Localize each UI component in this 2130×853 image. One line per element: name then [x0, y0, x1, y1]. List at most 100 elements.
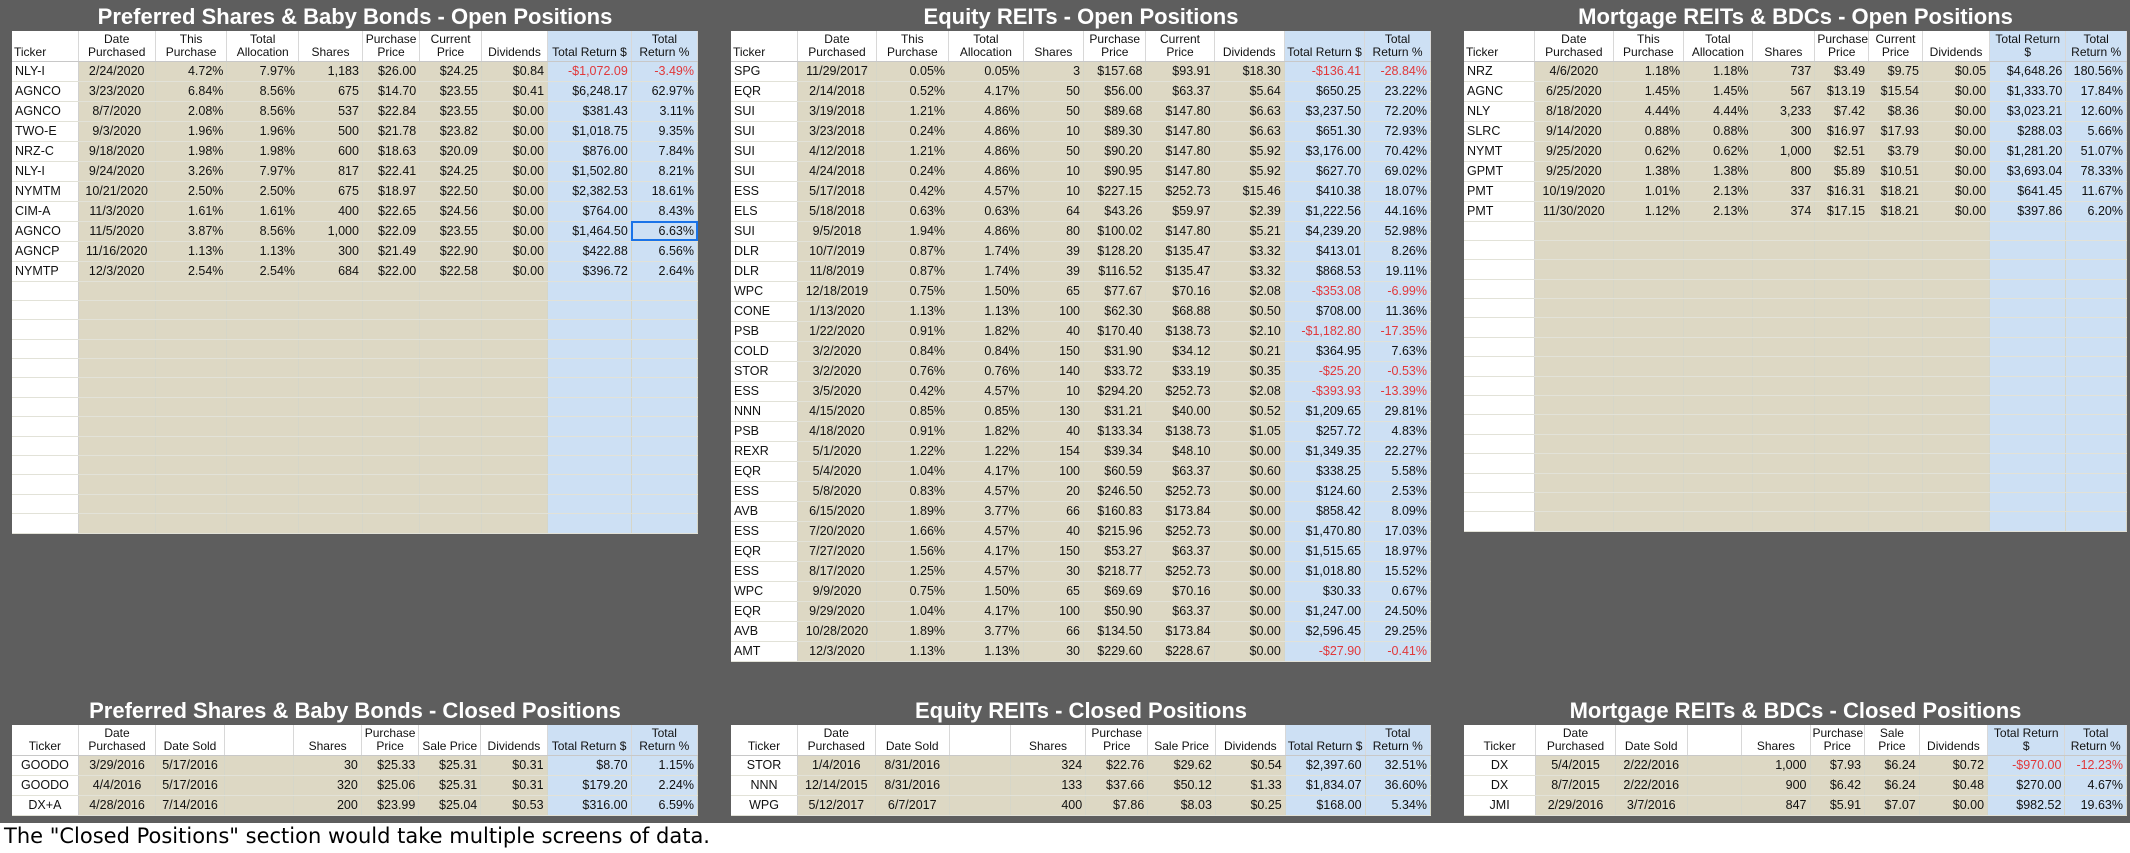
cell[interactable]: 675: [298, 181, 363, 202]
cell[interactable]: $15.54: [1868, 81, 1923, 102]
column-header[interactable]: Total Return %: [1365, 725, 1432, 756]
column-header[interactable]: Current Price: [1145, 31, 1215, 62]
cell[interactable]: $252.73: [1145, 521, 1215, 542]
cell[interactable]: [1613, 317, 1685, 338]
cell[interactable]: 4/15/2020: [797, 401, 877, 422]
cell[interactable]: 3/5/2020: [797, 381, 877, 402]
cell[interactable]: 1.01%: [1613, 181, 1685, 202]
cell[interactable]: 1.96%: [155, 121, 228, 142]
cell[interactable]: $50.12: [1147, 775, 1216, 796]
cell[interactable]: [1687, 795, 1743, 816]
cell[interactable]: 2.50%: [155, 181, 228, 202]
cell[interactable]: [1922, 259, 1991, 280]
ticker-cell[interactable]: [12, 281, 79, 301]
cell[interactable]: 0.84%: [948, 341, 1024, 362]
cell[interactable]: [1868, 240, 1923, 261]
ticker-cell[interactable]: WPC: [731, 281, 799, 302]
cell[interactable]: $0.05: [1922, 61, 1991, 82]
ticker-cell[interactable]: AVB: [731, 621, 799, 642]
column-header[interactable]: Dividends: [1215, 725, 1286, 756]
cell[interactable]: [481, 494, 549, 515]
cell[interactable]: 1.82%: [948, 321, 1024, 342]
cell[interactable]: 4/6/2020: [1534, 61, 1614, 82]
cell[interactable]: 4.72%: [155, 61, 228, 82]
cell[interactable]: $128.20: [1083, 241, 1147, 262]
cell[interactable]: [298, 436, 363, 457]
ticker-cell[interactable]: [12, 513, 79, 534]
cell[interactable]: $25.31: [418, 755, 482, 776]
cell[interactable]: $21.49: [362, 241, 421, 262]
cell[interactable]: $215.96: [1083, 521, 1147, 542]
cell[interactable]: [1922, 298, 1991, 319]
cell[interactable]: [1687, 775, 1743, 796]
cell[interactable]: 8/7/2015: [1535, 775, 1616, 796]
cell[interactable]: $62.30: [1083, 301, 1147, 322]
cell[interactable]: $147.80: [1145, 221, 1215, 242]
cell[interactable]: 8/17/2020: [797, 561, 877, 582]
cell[interactable]: 1.45%: [1683, 81, 1753, 102]
ticker-cell[interactable]: PSB: [731, 421, 799, 442]
cell[interactable]: 6/7/2017: [875, 795, 950, 816]
cell[interactable]: $0.00: [1922, 121, 1991, 142]
cell[interactable]: $3,237.50: [1284, 101, 1366, 122]
cell[interactable]: $147.80: [1145, 121, 1215, 142]
cell[interactable]: [419, 513, 482, 534]
cell[interactable]: $422.88: [547, 241, 632, 262]
cell[interactable]: 10: [1023, 381, 1085, 402]
cell[interactable]: [1989, 221, 2067, 241]
cell[interactable]: $2.08: [1214, 281, 1285, 302]
cell[interactable]: [1922, 240, 1991, 261]
cell[interactable]: $0.00: [1922, 141, 1991, 162]
ticker-cell[interactable]: [1464, 434, 1536, 455]
cell[interactable]: [1922, 511, 1991, 532]
cell[interactable]: [1989, 298, 2067, 319]
cell[interactable]: 537: [298, 101, 363, 122]
cell[interactable]: $29.62: [1147, 755, 1216, 776]
cell[interactable]: 9/14/2020: [1534, 121, 1614, 142]
cell[interactable]: $170.40: [1083, 321, 1147, 342]
cell[interactable]: 4.57%: [948, 521, 1024, 542]
cell[interactable]: 0.52%: [876, 81, 950, 102]
column-header[interactable]: Date Purchased: [797, 31, 877, 62]
cell[interactable]: [1922, 337, 1991, 358]
ticker-cell[interactable]: [1464, 221, 1536, 241]
cell[interactable]: 3/23/2020: [78, 81, 156, 102]
cell[interactable]: [481, 339, 549, 360]
cell[interactable]: [298, 397, 363, 418]
cell[interactable]: [1534, 317, 1614, 338]
cell[interactable]: [547, 377, 632, 398]
cell[interactable]: [1814, 221, 1870, 241]
cell[interactable]: [1814, 473, 1870, 493]
column-header[interactable]: Shares: [1023, 31, 1085, 62]
cell[interactable]: 0.87%: [876, 241, 950, 262]
cell[interactable]: [1922, 453, 1991, 474]
column-header[interactable]: Dividends: [481, 31, 549, 62]
column-header[interactable]: Shares: [1741, 725, 1811, 756]
cell[interactable]: [1613, 414, 1685, 435]
cell[interactable]: [155, 474, 228, 495]
ticker-cell[interactable]: [12, 377, 79, 398]
cell[interactable]: $25.33: [361, 755, 420, 776]
column-header[interactable]: Total Return $: [1987, 725, 2066, 756]
cell[interactable]: $257.72: [1284, 421, 1366, 442]
cell[interactable]: $0.00: [1214, 481, 1285, 502]
column-header[interactable]: This Purchase: [155, 31, 228, 62]
cell[interactable]: 6.56%: [631, 241, 699, 262]
cell[interactable]: [78, 300, 156, 321]
cell[interactable]: 2/24/2020: [78, 61, 156, 82]
cell[interactable]: [1989, 279, 2067, 300]
cell[interactable]: 1/13/2020: [797, 301, 877, 322]
cell[interactable]: 50: [1023, 81, 1085, 102]
cell[interactable]: 567: [1752, 81, 1816, 102]
cell[interactable]: [1814, 376, 1870, 397]
cell[interactable]: 0.83%: [876, 481, 950, 502]
cell[interactable]: 4.17%: [948, 461, 1024, 482]
ticker-cell[interactable]: [12, 339, 79, 360]
column-header[interactable]: This Purchase: [1613, 31, 1685, 62]
cell[interactable]: [1683, 298, 1753, 319]
cell[interactable]: [1613, 337, 1685, 358]
column-header[interactable]: Shares: [1752, 31, 1816, 62]
cell[interactable]: $33.72: [1083, 361, 1147, 382]
cell[interactable]: $31.90: [1083, 341, 1147, 362]
cell[interactable]: 65: [1023, 281, 1085, 302]
